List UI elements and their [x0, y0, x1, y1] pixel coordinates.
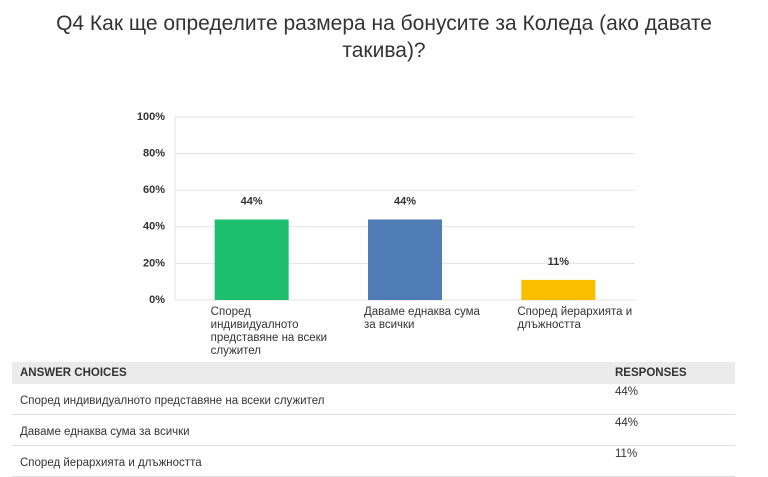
x-label-box: Даваме еднаква сума за всички [364, 306, 480, 331]
response-cell: 44% [607, 414, 735, 446]
table-row: Според йерархията и длъжността 11% [12, 445, 735, 477]
y-tick-label: 40% [143, 221, 165, 233]
table-row: Даваме еднаква сума за всички 44% [12, 414, 735, 446]
choice-cell: Според индивидуалното представяне на все… [12, 384, 607, 415]
y-tick-label: 20% [143, 257, 165, 269]
header-cell: RESPONSES [607, 362, 735, 384]
chart-title: Q4 Как ще определите размера на бонусите… [56, 12, 712, 62]
choice-cell: Даваме еднаква сума за всички [12, 414, 607, 446]
chart: 0% 20% 40% 60% 80% 100% 44% Според индивидуално… [137, 111, 635, 357]
value-label: 11% [548, 256, 570, 268]
value-label: 44% [394, 195, 416, 207]
bar [368, 219, 442, 300]
choice-cell: Според йерархията и длъжността [12, 445, 607, 477]
table-header: ANSWER CHOICES RESPONSES [12, 362, 735, 384]
y-tick-label: 100% [137, 111, 165, 123]
y-tick-label: 80% [143, 148, 165, 160]
answer-table: ANSWER CHOICES RESPONSES Според индивиду… [12, 362, 735, 477]
bar [521, 279, 596, 300]
table-row: Според индивидуалното представяне на все… [12, 384, 735, 415]
x-tick-label: Според индивидуалното представяне на все… [210, 306, 328, 357]
x-label-box: Според йерархията и длъжността [517, 306, 633, 331]
x-tick-label: Даваме еднаква сума за всички [364, 306, 480, 331]
y-tick-label: 0% [149, 294, 165, 306]
x-label-box: Според индивидуалното представяне на все… [210, 306, 328, 357]
value-label: 44% [241, 195, 263, 207]
response-cell: 11% [607, 445, 735, 477]
header-cell: ANSWER CHOICES [12, 362, 607, 384]
bar [214, 219, 289, 300]
y-tick-label: 60% [143, 184, 165, 196]
x-tick-label: Според йерархията и длъжността [517, 306, 633, 331]
response-cell: 44% [607, 384, 735, 415]
